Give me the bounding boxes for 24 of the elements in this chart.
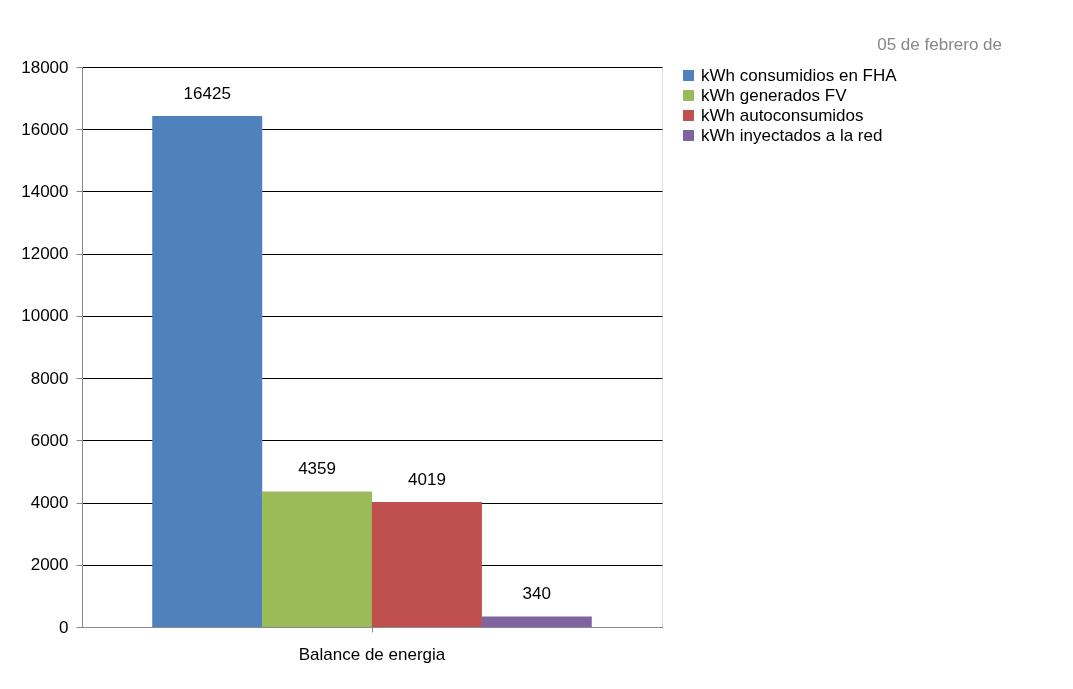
data-label: 4019: [408, 469, 446, 489]
y-tick-label: 0: [59, 617, 69, 637]
data-label: 16425: [183, 84, 231, 103]
y-tick-label: 14000: [21, 181, 69, 201]
y-tick-label: 4000: [30, 493, 69, 513]
data-label: 340: [522, 584, 551, 604]
legend-label: kWh inyectados a la red: [701, 125, 883, 145]
legend-label: kWh autoconsumidos: [701, 105, 864, 125]
y-tick-label: 8000: [30, 368, 69, 388]
legend-label: kWh generados FV: [701, 85, 848, 105]
y-tick-label: 12000: [21, 244, 69, 264]
text: 05 de febrero de: [877, 35, 1002, 54]
y-tick-label: 6000: [30, 430, 69, 450]
data-label: 4359: [298, 459, 336, 479]
bar: [371, 501, 482, 627]
x-tick-label: Balance de energia: [298, 644, 446, 664]
y-tick-label: 16000: [21, 119, 69, 139]
y-tick-label: 2000: [30, 555, 69, 575]
y-tick-label: 10000: [21, 306, 69, 326]
bar: [152, 116, 263, 627]
y-tick-label: 18000: [21, 57, 69, 77]
bar: [481, 616, 592, 627]
legend-label: kWh consumidios en FHA: [701, 65, 898, 85]
bar: [262, 491, 373, 627]
